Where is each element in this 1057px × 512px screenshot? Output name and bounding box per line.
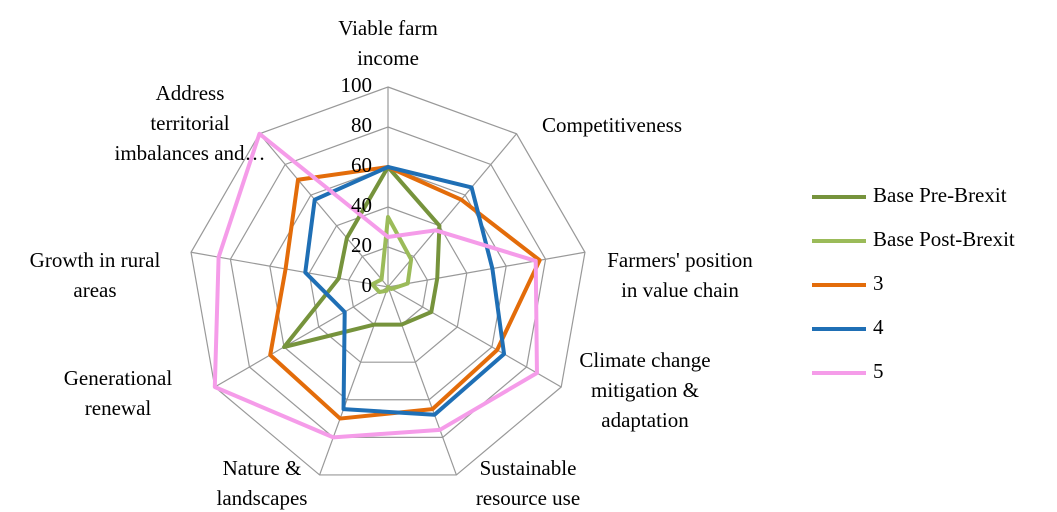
tick-label: 60 <box>351 153 372 177</box>
legend-label: Base Post-Brexit <box>873 227 1015 251</box>
series-line <box>212 131 539 440</box>
category-label-line: renewal <box>85 396 152 420</box>
category-label-line: Climate change <box>579 348 710 372</box>
category-label-line: resource use <box>476 486 580 510</box>
category-label: Address territorial imbalances and… <box>114 81 265 165</box>
tick-label: 0 <box>362 273 373 297</box>
category-label: Farmers' position in value chain <box>607 248 753 302</box>
legend-label: 5 <box>873 359 884 383</box>
spoke <box>258 133 389 288</box>
spoke <box>387 133 518 288</box>
category-label: Nature & landscapes <box>217 456 308 510</box>
series-line <box>370 215 414 294</box>
category-label-line: territorial <box>150 111 229 135</box>
tick-label: 80 <box>351 113 372 137</box>
category-label: Generational renewal <box>64 366 173 420</box>
category-label: Viable farm income <box>338 16 438 70</box>
spoke <box>387 286 457 476</box>
category-label-line: landscapes <box>217 486 308 510</box>
legend-label: 4 <box>873 315 884 339</box>
category-label-line: Viable farm <box>338 16 438 40</box>
category-label-line: Growth in rural <box>30 248 161 272</box>
spoke <box>387 286 562 388</box>
series-line <box>303 165 507 417</box>
category-label-line: Address <box>156 81 225 105</box>
category-label-line: income <box>357 46 419 70</box>
grid-ring <box>308 206 468 363</box>
category-label: Competitiveness <box>542 113 682 137</box>
category-label: Sustainable resource use <box>476 456 580 510</box>
spoke <box>387 251 586 288</box>
tick-label: 100 <box>341 73 373 97</box>
tick-label: 20 <box>351 233 372 257</box>
category-label-line: Sustainable <box>480 456 577 480</box>
category-label-line: Farmers' position <box>607 248 753 272</box>
category-label-line: mitigation & <box>591 378 699 402</box>
legend-label: 3 <box>873 271 884 295</box>
category-label-line: Competitiveness <box>542 113 682 137</box>
series-line <box>282 165 442 349</box>
category-label-line: adaptation <box>601 408 689 432</box>
series-line <box>268 165 542 421</box>
tick-label: 40 <box>351 193 372 217</box>
grid-ring <box>190 86 586 476</box>
category-label-line: Nature & <box>223 456 302 480</box>
spoke <box>214 286 389 388</box>
legend-label: Base Pre-Brexit <box>873 183 1007 207</box>
category-label: Growth in rural areas <box>30 248 161 302</box>
category-label-line: in value chain <box>621 278 739 302</box>
spoke <box>190 251 389 288</box>
spoke <box>319 286 389 476</box>
category-label-line: imbalances and… <box>114 141 265 165</box>
category-label-line: Generational <box>64 366 173 390</box>
category-label-line: areas <box>73 278 116 302</box>
grid-ring <box>229 126 547 438</box>
category-label: Climate change mitigation & adaptation <box>579 348 710 432</box>
